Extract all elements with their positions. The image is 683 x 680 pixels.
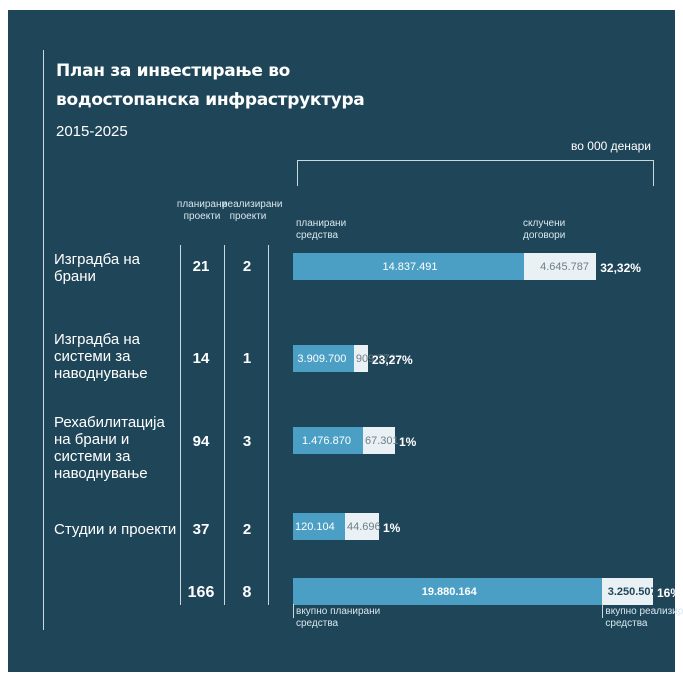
row-label: Рехабилитација на брани и системи за нав…: [54, 414, 165, 482]
row-label: Изградба на брани: [54, 251, 140, 285]
row-label: Изградба на системи за наводнување: [54, 331, 148, 382]
total-realized-funds-value: 3.250.507: [607, 586, 657, 598]
total-realization-percentage: 16%: [657, 586, 682, 600]
bracket-left: [297, 160, 298, 186]
contracts-value: 67.301: [365, 435, 399, 447]
bracket-top: [297, 160, 653, 161]
planned-funds-value: 14.837.491: [382, 261, 438, 273]
planned-funds-value: 120.104: [295, 521, 335, 533]
total-planned-funds-bar: [293, 578, 603, 605]
realized-projects-count: 2: [242, 521, 252, 538]
realized-projects-count: 1: [242, 350, 252, 367]
total-realized-funds-bar: [602, 578, 653, 605]
total-planned-tick: [293, 604, 294, 618]
realization-percentage: 1%: [399, 435, 417, 449]
total-planned-label: вкупно планирани средства: [296, 606, 381, 629]
planned-projects-count: 94: [192, 433, 210, 450]
contracts-value: 4.645.787: [540, 261, 590, 273]
planned-projects-count: 37: [192, 521, 210, 538]
left-divider: [43, 50, 44, 630]
row-label: Студии и проекти: [54, 521, 177, 538]
total-planned-projects: 166: [187, 584, 215, 601]
planned-funds-value: 3.909.700: [297, 353, 347, 365]
total-realized-tick: [602, 604, 604, 618]
total-realized-label: вкупно реализирани средства: [605, 606, 683, 629]
column-divider-planned: [180, 245, 181, 605]
contracts-bar: [353, 345, 368, 372]
planned-funds-bar: [293, 427, 363, 454]
bracket-right: [653, 160, 654, 186]
chart-subtitle-years: 2015-2025: [56, 123, 128, 140]
realization-percentage: 1%: [383, 521, 401, 535]
column-header-planned-projects: планирани проекти: [176, 199, 228, 222]
contracts-bar: [345, 513, 379, 540]
planned-projects-count: 14: [192, 350, 210, 367]
total-realized-projects: 8: [242, 584, 252, 601]
column-divider-realized: [224, 245, 225, 605]
legend-planned-funds: планирани средства: [296, 218, 347, 241]
contracts-value: 44.696: [347, 521, 381, 533]
realized-projects-count: 3: [242, 433, 252, 450]
contracts-bar: [523, 253, 597, 280]
column-header-realized-projects: реализирани проекти: [222, 199, 283, 222]
planned-funds-bar: [293, 345, 354, 372]
infographic-panel: [8, 10, 675, 672]
realized-projects-count: 2: [242, 258, 252, 275]
contracts-value: 909.772: [355, 353, 396, 365]
realization-percentage: 23,27%: [372, 353, 413, 367]
planned-funds-bar: [293, 253, 524, 280]
planned-funds-value: 1.476.870: [302, 435, 351, 447]
planned-funds-bar: [293, 513, 345, 540]
realization-percentage: 32,32%: [600, 261, 641, 275]
contracts-bar: [363, 427, 395, 454]
units-label: во 000 денари: [571, 139, 651, 153]
total-planned-funds-value: 19.880.164: [421, 586, 477, 598]
chart-title-line-1: План за инвестирање во: [56, 61, 291, 81]
legend-contracts: склучени договори: [523, 218, 566, 241]
chart-title-line-2: водостопанска инфраструктура: [56, 90, 365, 110]
column-divider-bars: [268, 245, 269, 605]
planned-projects-count: 21: [192, 258, 210, 275]
